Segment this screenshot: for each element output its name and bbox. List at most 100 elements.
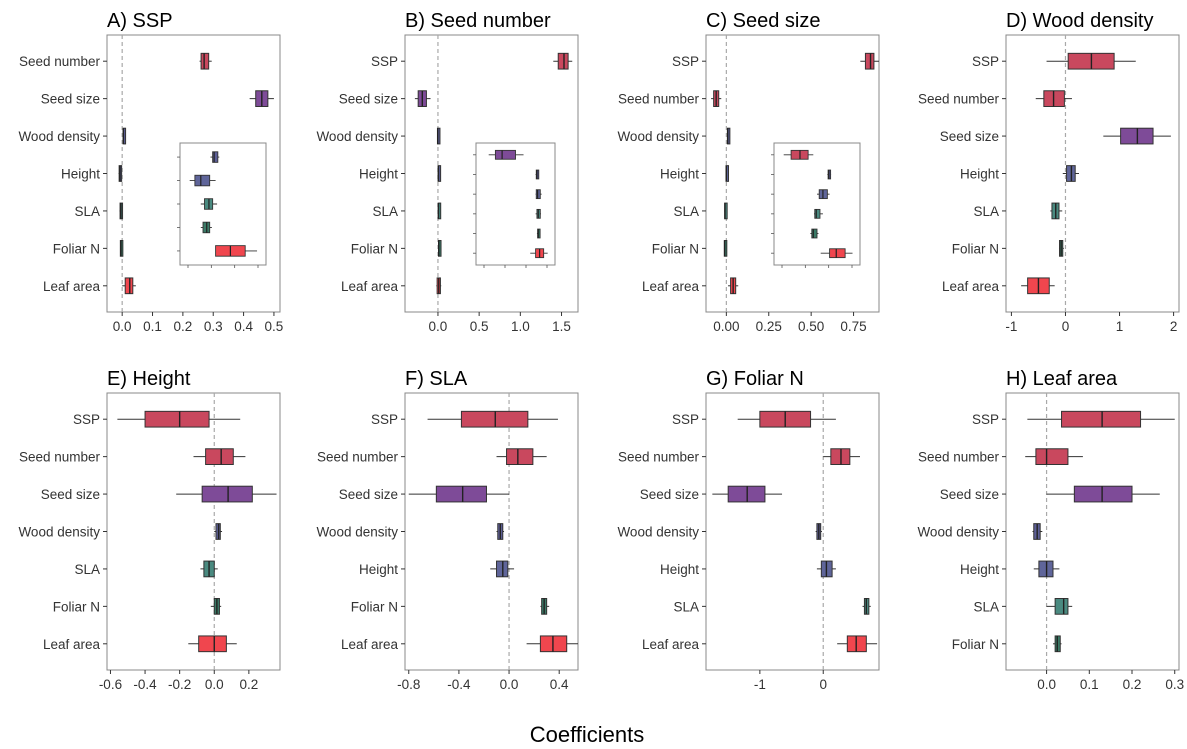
panel-5-y-label-leaf-area: Leaf area [43,637,101,652]
panel-6-y-label-wood-density: Wood density [316,525,398,540]
panel-4-x-tick-label-0: -1 [1005,319,1017,334]
panel-1-y-label-wood-density: Wood density [18,129,100,144]
panel-4-y-label-height: Height [960,167,999,182]
panel-6-x-tick-label-1: -0.4 [447,677,471,692]
panel-1-title: A) SSP [107,10,173,32]
panel-5-leaf-area-box [198,635,227,653]
panel-3-y-label-foliar-n: Foliar N [652,241,699,256]
panel-8-sla-box [1054,598,1069,615]
panel-3-inset-leaf-area-box [829,248,846,259]
panel-5-y-label-foliar-n: Foliar N [53,599,100,614]
panel-5-y-label-ssp: SSP [73,412,100,427]
panel-6-y-label-seed-size: Seed size [339,487,398,502]
panel-3-y-label-leaf-area: Leaf area [642,279,700,294]
panel-7-y-label-ssp: SSP [672,412,699,427]
panel-1-leaf-area-box [124,277,134,295]
panel-5-seed-number-box [205,448,234,465]
panel-2-title: B) Seed number [405,10,551,32]
panel-1-y-label-leaf-area: Leaf area [43,279,101,294]
panel-2-inset-frame [475,142,556,266]
panel-8-seed-size-box [1073,485,1133,503]
panel-5-x-tick-label-0: -0.6 [99,677,122,692]
panel-6-y-label-leaf-area: Leaf area [341,637,399,652]
panel-1-x-tick-label-4: 0.4 [234,319,253,334]
panel-8-frame [1005,392,1180,671]
panel-6-x-tick-label-0: -0.8 [397,677,420,692]
panel-1-inset-wood-density-box [212,151,219,163]
panel-7-y-label-seed-number: Seed number [618,450,700,465]
panel-2-y-label-foliar-n: Foliar N [351,241,398,256]
panel-4-y-label-leaf-area: Leaf area [942,279,1000,294]
panel-5-ssp-box [144,410,210,428]
panel-3-inset-foliar-n-box [811,228,818,239]
panel-2-ssp-box [557,52,569,70]
panel-6-y-label-height: Height [359,562,398,577]
panel-1-y-label-height: Height [61,167,100,182]
panel-1-inset-frame [179,142,267,266]
panel-8-y-label-seed-number: Seed number [918,450,1000,465]
panel-3-y-label-seed-number: Seed number [618,92,700,107]
panel-2-y-label-wood-density: Wood density [316,129,398,144]
panel-8-y-label-wood-density: Wood density [917,525,999,540]
panel-1-x-tick-label-5: 0.5 [265,319,284,334]
panel-6-frame [404,392,579,671]
panel-2-inset-height-box [535,189,541,200]
panel-7-y-label-sla: SLA [673,599,699,614]
panel-5-frame [106,392,281,671]
panel-1-y-label-sla: SLA [74,204,100,219]
panel-3-y-label-height: Height [660,167,699,182]
panel-3-y-label-wood-density: Wood density [617,129,699,144]
panel-5-title: E) Height [107,368,191,390]
figure-x-axis-title: Coefficients [530,722,645,747]
panel-1-x-tick-label-3: 0.3 [204,319,223,334]
panel-4-x-tick-label-1: 0 [1062,319,1070,334]
panel-1-seed-number-box [200,52,210,70]
panel-6-seed-number-box [506,448,534,465]
panel-4-y-label-seed-number: Seed number [918,92,1000,107]
panel-7-y-label-wood-density: Wood density [617,525,699,540]
panel-1-y-label-foliar-n: Foliar N [53,241,100,256]
panel-1-y-label-seed-number: Seed number [19,54,101,69]
panel-4-y-label-ssp: SSP [972,54,999,69]
panel-2-inset-seed-size-box [494,149,516,160]
panel-2-x-tick-label-2: 1.0 [511,319,530,334]
panel-3-x-tick-label-1: 0.25 [756,319,782,334]
panel-5-x-tick-label-2: -0.2 [168,677,191,692]
panel-4-y-label-seed-size: Seed size [940,129,999,144]
panel-8-x-tick-label-0: 0.0 [1037,677,1056,692]
panel-8-y-label-ssp: SSP [972,412,999,427]
panel-8-y-label-height: Height [960,562,999,577]
panel-4-title: D) Wood density [1006,10,1153,32]
panel-4-frame [1005,34,1180,313]
panel-7-y-label-seed-size: Seed size [640,487,699,502]
panel-3-title: C) Seed size [706,10,821,32]
panel-7-y-label-leaf-area: Leaf area [642,637,700,652]
panel-2-y-label-ssp: SSP [371,54,398,69]
panel-5-x-tick-label-1: -0.4 [133,677,157,692]
panel-8-y-label-foliar-n: Foliar N [952,637,999,652]
panel-6-y-label-seed-number: Seed number [317,450,399,465]
panel-2-y-label-height: Height [359,167,398,182]
panel-3-inset-frame [773,142,861,266]
panel-5-y-label-seed-size: Seed size [41,487,100,502]
panel-8-x-tick-label-2: 0.2 [1123,677,1142,692]
panel-1-x-tick-label-1: 0.1 [143,319,162,334]
panel-2-x-tick-label-3: 1.5 [552,319,571,334]
panel-5-y-label-seed-number: Seed number [19,450,101,465]
panel-1-x-tick-label-0: 0.0 [113,319,132,334]
panel-7-title: G) Foliar N [706,368,804,390]
panel-5-y-label-sla: SLA [74,562,100,577]
panel-2-x-tick-label-0: 0.0 [429,319,448,334]
panel-8-y-label-sla: SLA [973,599,999,614]
panel-1-inset-height-box [194,174,211,187]
panel-4-y-label-foliar-n: Foliar N [952,241,999,256]
panel-3-ssp-box [864,52,875,70]
panel-8-x-tick-label-3: 0.3 [1165,677,1184,692]
panel-2-y-label-leaf-area: Leaf area [341,279,399,294]
panel-4-x-tick-label-3: 2 [1170,319,1178,334]
panel-8-y-label-seed-size: Seed size [940,487,999,502]
panel-6-x-tick-label-3: 0.4 [550,677,569,692]
panel-7-frame [705,392,880,671]
panel-7-x-tick-label-0: -1 [754,677,766,692]
panel-8-ssp-box [1061,410,1142,428]
